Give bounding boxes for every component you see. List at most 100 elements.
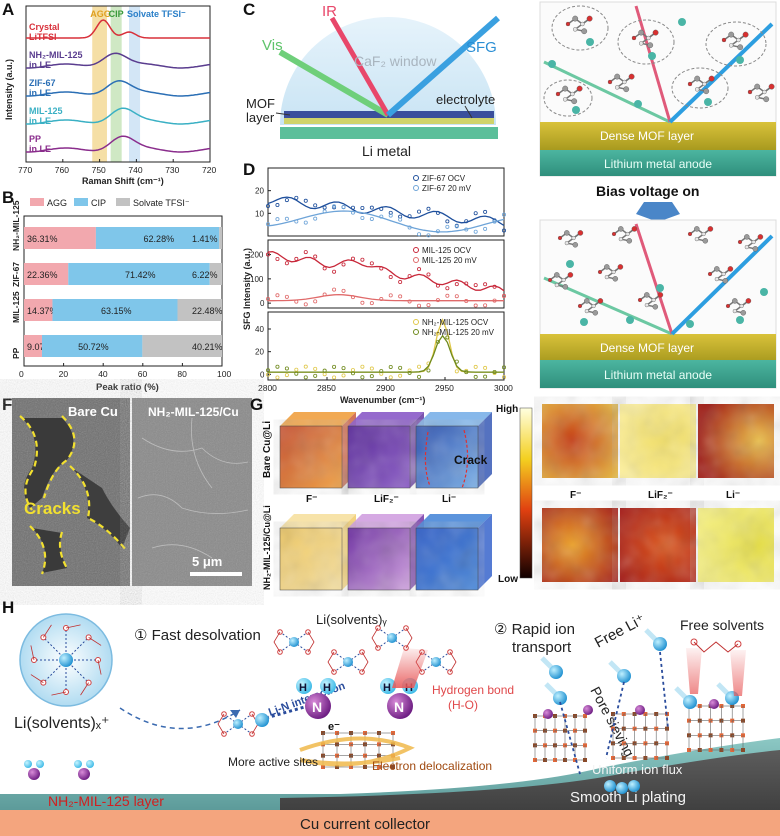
ratio-category-1: ZIF-67 xyxy=(11,262,21,287)
panel-label-d: D xyxy=(243,160,256,179)
li-ion-top-4 xyxy=(704,98,712,106)
sfg-point-2-1-2888 xyxy=(369,374,374,379)
ratio-bar-2-2 xyxy=(177,299,222,321)
sfg-point-2-0-2904 xyxy=(388,375,393,380)
step1-label: ① Fast desolvation xyxy=(134,627,261,644)
ratio-bar-3-0 xyxy=(24,335,42,357)
sfg-point-2-0-2880 xyxy=(360,364,365,369)
vis-beam xyxy=(278,49,390,118)
sfg-legend-marker-2-0 xyxy=(413,319,419,325)
n-atom-1 xyxy=(305,693,331,719)
tof-cube-0-1 xyxy=(347,412,424,489)
sfg-point-0-0-2832 xyxy=(303,198,308,203)
sfg-fit-1-1 xyxy=(268,293,504,302)
solvent-clusters-top xyxy=(543,5,767,117)
peak-ratio-chart: AGG CIP Solvate TFSI⁻ 36.31% 62.28% 1.41% NH₂-… xyxy=(11,198,231,393)
framework-n-1 xyxy=(583,705,593,715)
mechanism-schematic: Cu current collector Smooth Li plating N… xyxy=(0,611,780,836)
sfg-point-1-0-2888 xyxy=(369,261,374,266)
sfg-xtick-4: 3000 xyxy=(494,383,513,393)
solvent-molecule-top-6 xyxy=(747,83,775,103)
sphere-oxygen-3 xyxy=(40,679,47,686)
sfg-ytick-0-1: 20 xyxy=(255,187,264,196)
free-solvents-label: Free solvents xyxy=(680,617,764,633)
window-label: CaF₂ window xyxy=(354,53,437,69)
sfg-point-2-0-2848 xyxy=(322,372,327,377)
sfg-point-0-1-2904 xyxy=(388,213,393,218)
bias-arrow xyxy=(636,202,680,222)
solvent-molecule-bottom-3 xyxy=(737,234,764,252)
sfg-point-2-1-2936 xyxy=(426,368,431,373)
ratio-bar-0-0 xyxy=(24,227,96,249)
sfg-point-1-1-2984 xyxy=(483,303,488,308)
color-bar-low: Low xyxy=(498,574,518,585)
svg-text:H: H xyxy=(383,682,391,694)
li-ion-bound xyxy=(255,713,269,727)
tof-cube-1-0 xyxy=(279,514,356,591)
li-ion-bottom-3 xyxy=(736,316,744,324)
sfg-legend-marker-0-1 xyxy=(413,185,419,191)
sfg-point-2-0-2976 xyxy=(473,364,478,369)
li-ion-top-6 xyxy=(548,60,556,68)
sfg-point-1-1-2840 xyxy=(313,299,318,304)
raman-band-label-0: AGG xyxy=(90,9,111,19)
sfg-point-0-1-2808 xyxy=(275,217,280,222)
electron-label: Electron delocalization xyxy=(372,759,492,773)
bias-voltage-label: Bias voltage on xyxy=(596,183,699,199)
li-ion-top-7 xyxy=(678,18,686,26)
solvated-li-2 xyxy=(371,625,413,651)
step2-label-a: ② Rapid ion xyxy=(494,621,575,638)
ratio-value-1-1: 71.42% xyxy=(125,270,156,280)
ratio-frame xyxy=(23,215,223,367)
sfg-legend-1-0: MIL-125 OCV xyxy=(422,246,472,255)
ratio-category-3: PP xyxy=(11,347,21,359)
panel-label-h: H xyxy=(2,598,15,617)
sfg-point-2-1-2952 xyxy=(445,335,450,340)
plated-li-2 xyxy=(628,780,640,792)
raman-series-label-1-line-1: in LE xyxy=(29,60,51,70)
ion-path-1 xyxy=(605,681,625,759)
sfg-point-0-1-2960 xyxy=(454,224,459,229)
map-label-2: Li⁻ xyxy=(726,490,740,501)
sfg-point-2-1-2904 xyxy=(388,364,393,369)
plated-li-0 xyxy=(604,780,616,792)
raman-series-0 xyxy=(26,19,210,39)
n-atom-2 xyxy=(387,693,413,719)
sfg-point-1-1-2912 xyxy=(398,294,403,299)
sfg-point-2-0-2800 xyxy=(265,372,270,377)
li-ion-top-0 xyxy=(586,38,594,46)
sfg-point-1-0-2880 xyxy=(360,257,365,262)
sfg-point-0-1-2816 xyxy=(284,216,289,221)
sfg-point-0-1-3000 xyxy=(501,212,506,217)
li-ion-center xyxy=(59,653,73,667)
li-ion-top-5 xyxy=(634,100,642,108)
cracks-label: Cracks xyxy=(24,499,81,518)
sfg-point-1-0-2984 xyxy=(483,282,488,287)
scale-label: 5 μm xyxy=(192,554,222,569)
crack-outlines xyxy=(19,415,127,575)
mof-framework-right-2 xyxy=(611,712,669,760)
sfg-legend-2-0: NH₂-MIL-125 OCV xyxy=(422,318,489,327)
raman-series-label-1-line-0: NH₂-MIL-125 xyxy=(29,50,83,60)
sfg-point-1-1-2856 xyxy=(332,287,337,292)
ratio-value-3-0: 9.07% xyxy=(27,342,53,352)
li-n-bond xyxy=(265,704,309,720)
sfg-point-0-1-2856 xyxy=(332,204,337,209)
ratio-legend-swatch-0 xyxy=(30,198,44,206)
solvent-molecule-bottom-8 xyxy=(725,298,752,316)
raman-xtick-5: 720 xyxy=(202,165,216,175)
sfg-point-0-1-2928 xyxy=(417,232,422,237)
raman-series-label-3-line-1: in LE xyxy=(29,116,51,126)
ratio-value-0-0: 36.31% xyxy=(27,234,58,244)
ir-beam xyxy=(329,16,391,117)
ratio-bar-2-0 xyxy=(24,299,53,321)
map-label-1: LiF₂⁻ xyxy=(648,490,673,501)
ratio-bar-0-2 xyxy=(219,227,222,249)
raman-series-label-2-line-1: in LE xyxy=(29,88,51,98)
mof-layer-label-bottom: Dense MOF layer xyxy=(600,341,694,355)
layer-label: NH₂-MIL-125 layer xyxy=(48,793,164,809)
li-ion-bottom-6 xyxy=(760,288,768,296)
li-ion-bottom-0 xyxy=(580,318,588,326)
raman-series-label-4-line-0: PP xyxy=(29,134,41,144)
ratio-bar-3-1 xyxy=(41,335,143,357)
